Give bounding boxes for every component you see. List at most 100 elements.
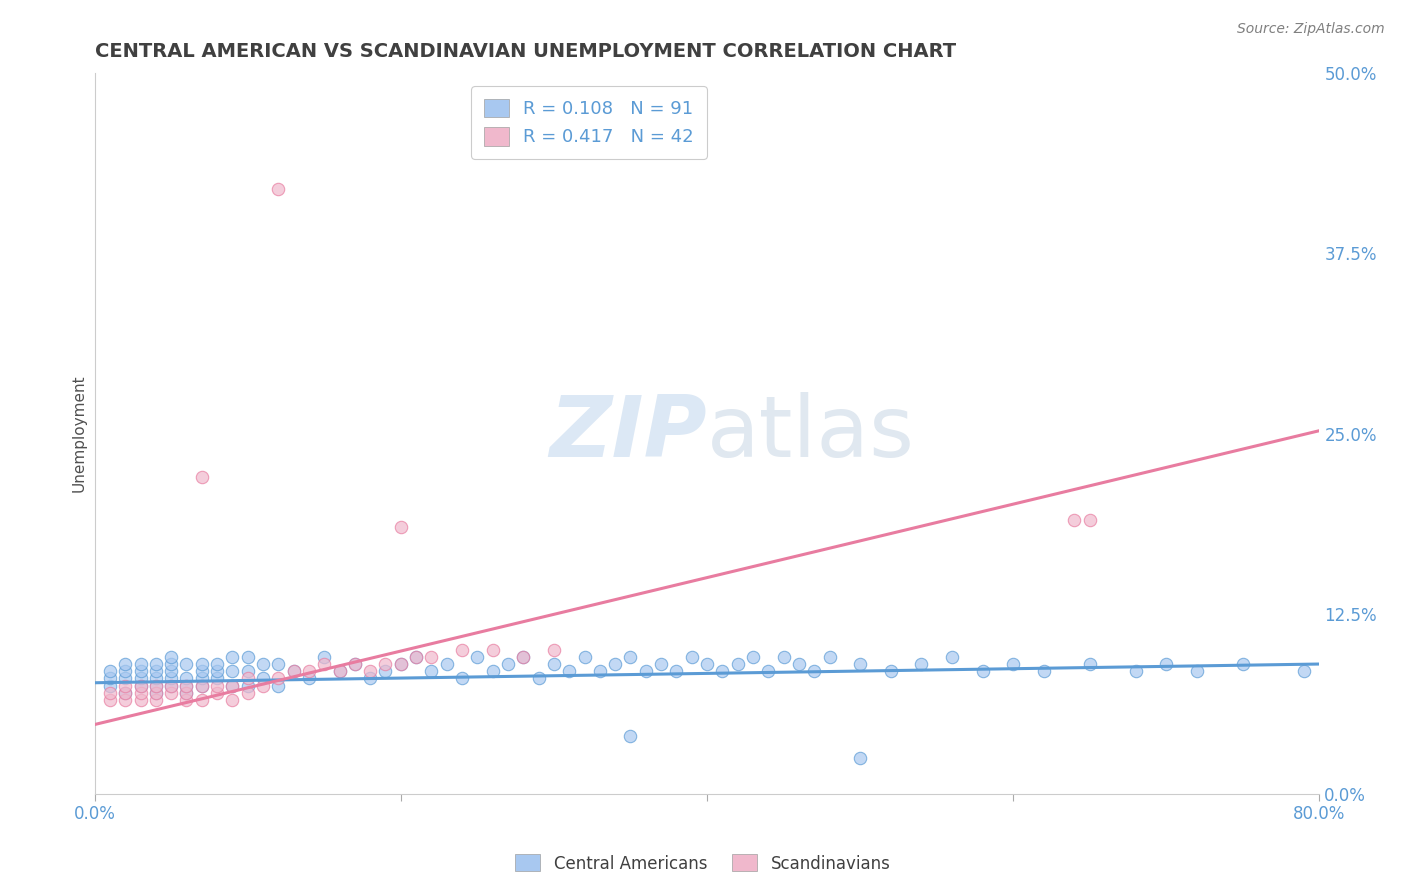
Point [756, 665, 779, 679]
Point [481, 665, 503, 679]
Point [176, 657, 198, 671]
Point [145, 657, 167, 671]
Point [420, 649, 443, 664]
Text: ZIP: ZIP [550, 392, 707, 475]
Point [1032, 665, 1054, 679]
Point [145, 672, 167, 686]
Point [129, 686, 152, 700]
Point [176, 679, 198, 693]
Point [190, 679, 212, 693]
Point [727, 657, 749, 671]
Point [420, 665, 443, 679]
Point [176, 679, 198, 693]
Point [190, 679, 212, 693]
Point [145, 693, 167, 707]
Point [129, 693, 152, 707]
Point [389, 657, 412, 671]
Point [329, 665, 352, 679]
Point [619, 729, 641, 743]
Point [589, 665, 612, 679]
Point [527, 672, 550, 686]
Point [283, 665, 305, 679]
Point [98, 672, 121, 686]
Point [512, 649, 534, 664]
Point [787, 657, 810, 671]
Y-axis label: Unemployment: Unemployment [72, 375, 86, 492]
Point [405, 649, 427, 664]
Point [558, 665, 581, 679]
Point [205, 665, 228, 679]
Point [205, 679, 228, 693]
Point [190, 657, 212, 671]
Point [145, 665, 167, 679]
Point [543, 657, 565, 671]
Point [114, 686, 136, 700]
Point [160, 649, 183, 664]
Point [343, 657, 366, 671]
Point [1002, 657, 1025, 671]
Point [451, 642, 474, 657]
Point [849, 750, 872, 764]
Point [467, 649, 489, 664]
Point [634, 665, 657, 679]
Point [910, 657, 932, 671]
Point [374, 665, 396, 679]
Point [160, 672, 183, 686]
Point [221, 679, 243, 693]
Text: CENTRAL AMERICAN VS SCANDINAVIAN UNEMPLOYMENT CORRELATION CHART: CENTRAL AMERICAN VS SCANDINAVIAN UNEMPLO… [94, 42, 956, 61]
Point [298, 672, 321, 686]
Point [574, 649, 596, 664]
Point [880, 665, 903, 679]
Point [190, 665, 212, 679]
Point [176, 672, 198, 686]
Point [236, 679, 259, 693]
Point [314, 649, 336, 664]
Point [252, 672, 274, 686]
Point [543, 642, 565, 657]
Point [772, 649, 794, 664]
Point [849, 657, 872, 671]
Point [205, 657, 228, 671]
Point [1294, 665, 1316, 679]
Point [267, 182, 290, 196]
Point [129, 679, 152, 693]
Point [160, 679, 183, 693]
Point [619, 649, 641, 664]
Point [359, 672, 381, 686]
Point [1185, 665, 1208, 679]
Point [481, 642, 503, 657]
Point [359, 665, 381, 679]
Point [145, 679, 167, 693]
Point [1078, 657, 1101, 671]
Point [145, 679, 167, 693]
Point [711, 665, 734, 679]
Point [190, 469, 212, 483]
Point [176, 686, 198, 700]
Point [236, 672, 259, 686]
Point [129, 665, 152, 679]
Point [114, 686, 136, 700]
Point [252, 679, 274, 693]
Point [803, 665, 825, 679]
Point [160, 657, 183, 671]
Point [267, 672, 290, 686]
Point [160, 679, 183, 693]
Point [650, 657, 672, 671]
Point [283, 665, 305, 679]
Point [145, 686, 167, 700]
Text: atlas: atlas [707, 392, 915, 475]
Legend: Central Americans, Scandinavians: Central Americans, Scandinavians [509, 847, 897, 880]
Point [1156, 657, 1178, 671]
Point [98, 665, 121, 679]
Point [114, 672, 136, 686]
Point [374, 657, 396, 671]
Point [267, 657, 290, 671]
Point [298, 665, 321, 679]
Point [405, 649, 427, 664]
Point [696, 657, 718, 671]
Point [221, 649, 243, 664]
Point [496, 657, 519, 671]
Point [236, 686, 259, 700]
Point [205, 686, 228, 700]
Point [190, 693, 212, 707]
